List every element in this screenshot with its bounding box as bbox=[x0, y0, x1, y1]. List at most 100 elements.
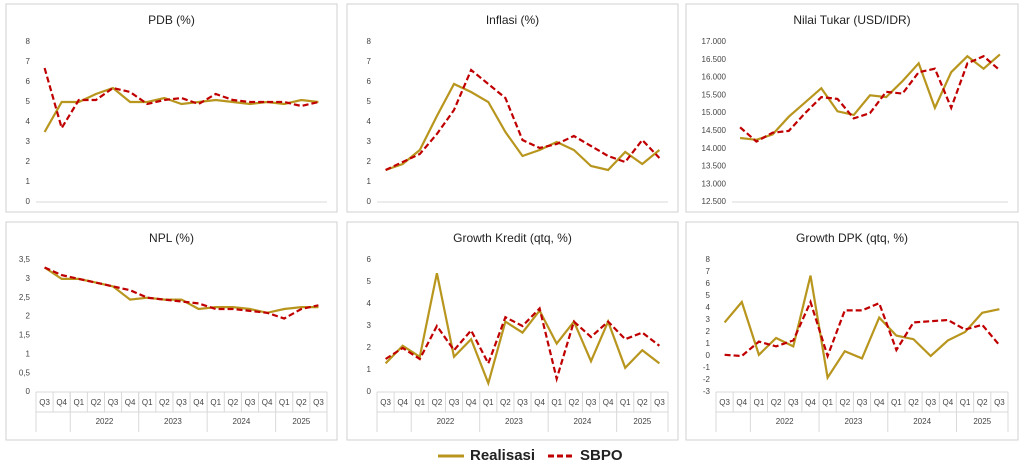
y-tick-label: 7 bbox=[706, 267, 711, 276]
y-tick-label: 4 bbox=[367, 299, 372, 308]
group-label: 2024 bbox=[233, 417, 251, 426]
series-line bbox=[724, 298, 1001, 360]
x-tick-label: Q4 bbox=[943, 398, 954, 407]
y-tick-label: 16.500 bbox=[702, 55, 727, 64]
y-tick-label: 14.500 bbox=[702, 126, 727, 135]
y-tick-label: 0 bbox=[367, 387, 372, 396]
group-label: 2022 bbox=[96, 417, 114, 426]
y-tick-label: 8 bbox=[26, 37, 31, 46]
y-tick-label: 1 bbox=[367, 177, 372, 186]
series-line bbox=[385, 82, 661, 172]
y-tick-label: 0 bbox=[706, 351, 711, 360]
group-label: 2024 bbox=[913, 417, 931, 426]
y-tick-label: 12.500 bbox=[702, 197, 727, 206]
x-tick-label: Q3 bbox=[788, 398, 799, 407]
group-label: 2023 bbox=[505, 417, 523, 426]
y-tick-label: 4 bbox=[367, 117, 372, 126]
x-tick-label: Q3 bbox=[108, 398, 119, 407]
y-tick-label: 6 bbox=[367, 255, 372, 264]
group-label: 2023 bbox=[845, 417, 863, 426]
x-tick-label: Q1 bbox=[620, 398, 631, 407]
x-tick-label: Q4 bbox=[56, 398, 67, 407]
legend-label: SBPO bbox=[580, 447, 623, 464]
y-tick-label: 15.500 bbox=[702, 90, 727, 99]
x-tick-label: Q3 bbox=[654, 398, 665, 407]
x-tick-label: Q1 bbox=[551, 398, 562, 407]
x-tick-label: Q2 bbox=[159, 398, 170, 407]
y-tick-label: 2 bbox=[367, 157, 372, 166]
chart-title: PDB (%) bbox=[148, 13, 195, 27]
x-tick-label: Q4 bbox=[805, 398, 816, 407]
x-tick-label: Q3 bbox=[313, 398, 324, 407]
legend-label: Realisasi bbox=[470, 447, 535, 464]
y-tick-label: 5 bbox=[706, 291, 711, 300]
y-tick-label: 0,5 bbox=[19, 368, 31, 377]
x-tick-label: Q2 bbox=[91, 398, 102, 407]
y-tick-label: 5 bbox=[367, 277, 372, 286]
chart-title: Growth DPK (qtq, %) bbox=[796, 231, 908, 245]
y-tick-label: 5 bbox=[26, 97, 31, 106]
x-tick-label: Q3 bbox=[719, 398, 730, 407]
x-tick-label: Q4 bbox=[736, 398, 747, 407]
y-tick-label: 16.000 bbox=[702, 73, 727, 82]
y-tick-label: 13.500 bbox=[702, 162, 727, 171]
x-tick-label: Q4 bbox=[397, 398, 408, 407]
x-tick-label: Q2 bbox=[771, 398, 782, 407]
y-tick-label: 1 bbox=[706, 339, 711, 348]
x-tick-label: Q3 bbox=[380, 398, 391, 407]
y-tick-label: 8 bbox=[706, 255, 711, 264]
y-tick-label: 6 bbox=[706, 279, 711, 288]
y-tick-label: 13.000 bbox=[702, 179, 727, 188]
x-tick-label: Q1 bbox=[754, 398, 765, 407]
x-tick-label: Q2 bbox=[228, 398, 239, 407]
y-tick-label: 15.000 bbox=[702, 108, 727, 117]
y-tick-label: 1 bbox=[26, 349, 31, 358]
x-tick-label: Q3 bbox=[994, 398, 1005, 407]
y-tick-label: 14.000 bbox=[702, 144, 727, 153]
x-tick-label: Q1 bbox=[210, 398, 221, 407]
panel bbox=[685, 3, 1019, 213]
series-line bbox=[739, 54, 1001, 143]
x-tick-label: Q2 bbox=[296, 398, 307, 407]
y-tick-label: -2 bbox=[703, 375, 711, 384]
x-tick-label: Q4 bbox=[193, 398, 204, 407]
group-label: 2025 bbox=[973, 417, 991, 426]
y-tick-label: 2 bbox=[706, 327, 711, 336]
y-tick-label: 3 bbox=[367, 137, 372, 146]
series-line bbox=[723, 275, 1000, 381]
y-tick-label: -1 bbox=[703, 363, 711, 372]
x-tick-label: Q1 bbox=[142, 398, 153, 407]
group-label: 2022 bbox=[437, 417, 455, 426]
y-tick-label: 3 bbox=[367, 321, 372, 330]
x-tick-label: Q2 bbox=[432, 398, 443, 407]
panel bbox=[346, 221, 679, 441]
y-tick-label: 3 bbox=[706, 315, 711, 324]
y-tick-label: 0 bbox=[26, 387, 31, 396]
y-tick-label: 7 bbox=[367, 57, 372, 66]
x-tick-label: Q2 bbox=[569, 398, 580, 407]
series-line bbox=[385, 306, 661, 383]
y-tick-label: 3 bbox=[26, 274, 31, 283]
x-tick-label: Q4 bbox=[262, 398, 273, 407]
x-tick-label: Q3 bbox=[857, 398, 868, 407]
group-label: 2025 bbox=[292, 417, 310, 426]
y-tick-label: 2 bbox=[26, 312, 31, 321]
y-tick-label: 0 bbox=[26, 197, 31, 206]
x-tick-label: Q3 bbox=[449, 398, 460, 407]
x-tick-label: Q2 bbox=[637, 398, 648, 407]
panel bbox=[346, 3, 679, 213]
y-tick-label: -3 bbox=[703, 387, 711, 396]
y-tick-label: 2 bbox=[26, 157, 31, 166]
x-tick-label: Q2 bbox=[908, 398, 919, 407]
y-tick-label: 8 bbox=[367, 37, 372, 46]
group-label: 2023 bbox=[164, 417, 182, 426]
x-tick-label: Q3 bbox=[176, 398, 187, 407]
group-label: 2025 bbox=[633, 417, 651, 426]
chart-title: Inflasi (%) bbox=[486, 13, 539, 27]
series-line bbox=[739, 53, 1001, 141]
x-tick-label: Q2 bbox=[839, 398, 850, 407]
x-tick-label: Q1 bbox=[279, 398, 290, 407]
x-tick-label: Q3 bbox=[245, 398, 256, 407]
y-tick-label: 4 bbox=[706, 303, 711, 312]
